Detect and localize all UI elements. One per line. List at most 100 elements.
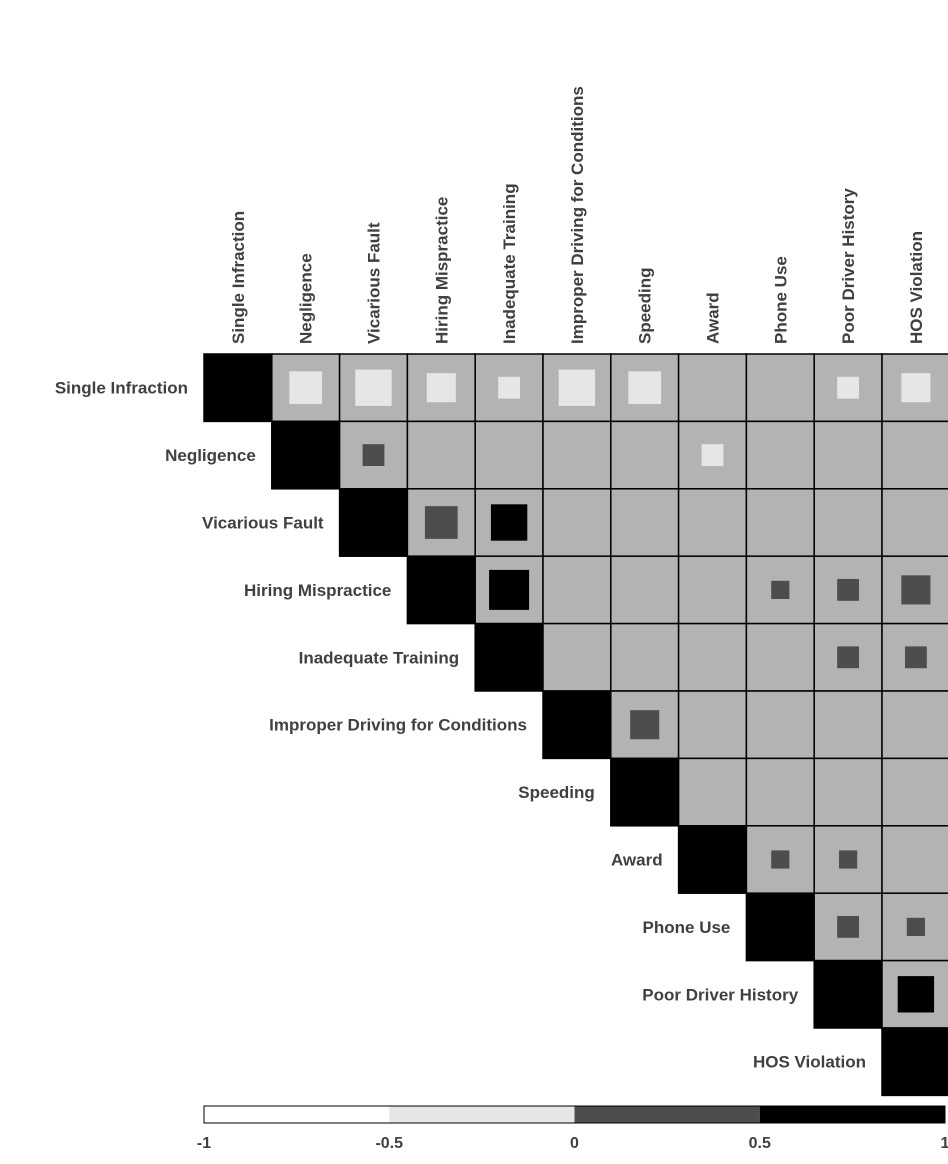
- correlation-marks: [289, 369, 935, 1013]
- col-label-improper-driving-for-conditions: Improper Driving for Conditions: [568, 86, 587, 344]
- corr-mark-inadequate-training-poor-driver-history: [837, 646, 860, 669]
- cell-negligence-inadequate-training: [474, 420, 544, 490]
- corr-mark-single-infraction-hiring-mispractice: [426, 373, 456, 403]
- cell-negligence-hiring-mispractice: [406, 420, 476, 490]
- cell-hiring-mispractice-speeding: [610, 555, 680, 625]
- diagonal-cell-hiring-mispractice-hiring-mispractice: [406, 555, 476, 625]
- corr-mark-single-infraction-negligence: [289, 371, 323, 405]
- diagonal-cell-speeding-speeding: [610, 757, 680, 827]
- cell-award-hos-violation: [881, 825, 948, 894]
- corr-mark-vicarious-fault-hiring-mispractice: [424, 506, 458, 539]
- cell-vicarious-fault-improper-driving-for-conditions: [542, 488, 612, 557]
- legend-tick-label: 1: [941, 1135, 948, 1152]
- cell-speeding-award: [677, 757, 748, 827]
- cell-single-infraction-phone-use: [745, 353, 815, 423]
- cell-improper-driving-for-conditions-poor-driver-history: [813, 690, 883, 760]
- row-label-negligence: Negligence: [165, 446, 256, 465]
- corr-mark-hiring-mispractice-inadequate-training: [489, 569, 530, 610]
- cell-single-infraction-award: [677, 353, 748, 423]
- color-legend: -1 -0.5 0 0.5 1: [197, 1105, 948, 1152]
- cell-improper-driving-for-conditions-hos-violation: [881, 690, 948, 760]
- corr-mark-single-infraction-vicarious-fault: [355, 369, 392, 406]
- row-label-award: Award: [611, 851, 663, 870]
- cell-negligence-hos-violation: [881, 420, 948, 490]
- col-label-vicarious-fault: Vicarious Fault: [365, 222, 384, 344]
- cell-hiring-mispractice-improper-driving-for-conditions: [542, 555, 612, 625]
- legend-bin-2: [389, 1106, 575, 1123]
- diagonal-cell-single-infraction-single-infraction: [203, 353, 273, 423]
- cell-vicarious-fault-poor-driver-history: [813, 488, 883, 557]
- corr-mark-single-infraction-inadequate-training: [498, 376, 521, 399]
- row-label-improper-driving-for-conditions: Improper Driving for Conditions: [269, 716, 527, 735]
- cell-inadequate-training-speeding: [610, 622, 680, 692]
- legend-bin-3: [574, 1106, 760, 1123]
- diagonal-cell-phone-use-phone-use: [745, 892, 815, 962]
- legend-tick-label: 0: [570, 1135, 579, 1152]
- corr-mark-hiring-mispractice-phone-use: [771, 580, 790, 599]
- legend-tick-label: -0.5: [375, 1135, 403, 1152]
- legend-frame: [203, 1105, 946, 1124]
- corr-mark-poor-driver-history-hos-violation: [897, 976, 935, 1013]
- legend-bin-1: [204, 1106, 390, 1123]
- corr-mark-negligence-award: [701, 444, 724, 467]
- col-label-phone-use: Phone Use: [771, 256, 790, 344]
- corr-mark-hiring-mispractice-poor-driver-history: [837, 578, 860, 601]
- column-labels: Single Infraction Negligence Vicarious Fau…: [229, 86, 926, 344]
- row-label-vicarious-fault: Vicarious Fault: [202, 514, 324, 533]
- corr-mark-single-infraction-poor-driver-history: [837, 376, 860, 399]
- row-label-hiring-mispractice: Hiring Mispractice: [244, 581, 391, 600]
- diagonal-cell-vicarious-fault-vicarious-fault: [338, 488, 409, 557]
- corr-mark-award-phone-use: [771, 850, 790, 869]
- cell-vicarious-fault-award: [677, 488, 748, 557]
- cell-inadequate-training-award: [677, 622, 748, 692]
- diagonal-cell-hos-violation-hos-violation: [881, 1027, 948, 1097]
- col-label-inadequate-training: Inadequate Training: [500, 183, 519, 344]
- corr-mark-award-poor-driver-history: [839, 850, 858, 869]
- cell-improper-driving-for-conditions-award: [677, 690, 748, 760]
- corr-mark-improper-driving-for-conditions-speeding: [630, 710, 660, 740]
- cell-speeding-phone-use: [745, 757, 815, 827]
- corr-mark-phone-use-poor-driver-history: [837, 915, 860, 938]
- diagonal-cell-award-award: [677, 825, 748, 894]
- col-label-speeding: Speeding: [636, 267, 655, 344]
- cell-vicarious-fault-phone-use: [745, 488, 815, 557]
- row-label-inadequate-training: Inadequate Training: [299, 648, 460, 667]
- row-label-hos-violation: HOS Violation: [753, 1053, 866, 1072]
- row-labels: Single Infraction Negligence Vicarious Fau…: [55, 379, 866, 1072]
- cell-vicarious-fault-speeding: [610, 488, 680, 557]
- col-label-negligence: Negligence: [297, 253, 316, 344]
- cell-speeding-poor-driver-history: [813, 757, 883, 827]
- cell-negligence-phone-use: [745, 420, 815, 490]
- diagonal-cell-negligence-negligence: [271, 420, 341, 490]
- cell-hiring-mispractice-award: [677, 555, 748, 625]
- row-label-phone-use: Phone Use: [643, 918, 731, 937]
- legend-tick-label: -1: [197, 1135, 211, 1152]
- cell-negligence-improper-driving-for-conditions: [542, 420, 612, 490]
- cell-inadequate-training-improper-driving-for-conditions: [542, 622, 612, 692]
- corr-mark-hiring-mispractice-hos-violation: [901, 575, 931, 605]
- heatmap-cells: [203, 353, 948, 1097]
- legend-bin-4: [759, 1106, 945, 1123]
- col-label-single-infraction: Single Infraction: [229, 211, 248, 344]
- corr-mark-vicarious-fault-inadequate-training: [490, 504, 528, 541]
- corr-mark-single-infraction-speeding: [628, 371, 662, 405]
- col-label-hos-violation: HOS Violation: [907, 231, 926, 344]
- col-label-award: Award: [704, 292, 723, 344]
- row-label-speeding: Speeding: [518, 783, 595, 802]
- diagonal-cell-poor-driver-history-poor-driver-history: [813, 959, 883, 1029]
- row-label-single-infraction: Single Infraction: [55, 379, 188, 398]
- diagonal-cell-improper-driving-for-conditions-improper-driving-for-conditions: [542, 690, 612, 760]
- col-label-hiring-mispractice: Hiring Mispractice: [432, 197, 451, 344]
- corr-mark-single-infraction-improper-driving-for-conditions: [558, 369, 596, 406]
- cell-negligence-speeding: [610, 420, 680, 490]
- cell-improper-driving-for-conditions-phone-use: [745, 690, 815, 760]
- corr-mark-negligence-vicarious-fault: [362, 444, 385, 467]
- cell-inadequate-training-phone-use: [745, 622, 815, 692]
- corr-mark-inadequate-training-hos-violation: [904, 646, 927, 669]
- cell-speeding-hos-violation: [881, 757, 948, 827]
- row-label-poor-driver-history: Poor Driver History: [642, 985, 798, 1004]
- corr-mark-phone-use-hos-violation: [906, 917, 925, 936]
- diagonal-cell-inadequate-training-inadequate-training: [474, 622, 544, 692]
